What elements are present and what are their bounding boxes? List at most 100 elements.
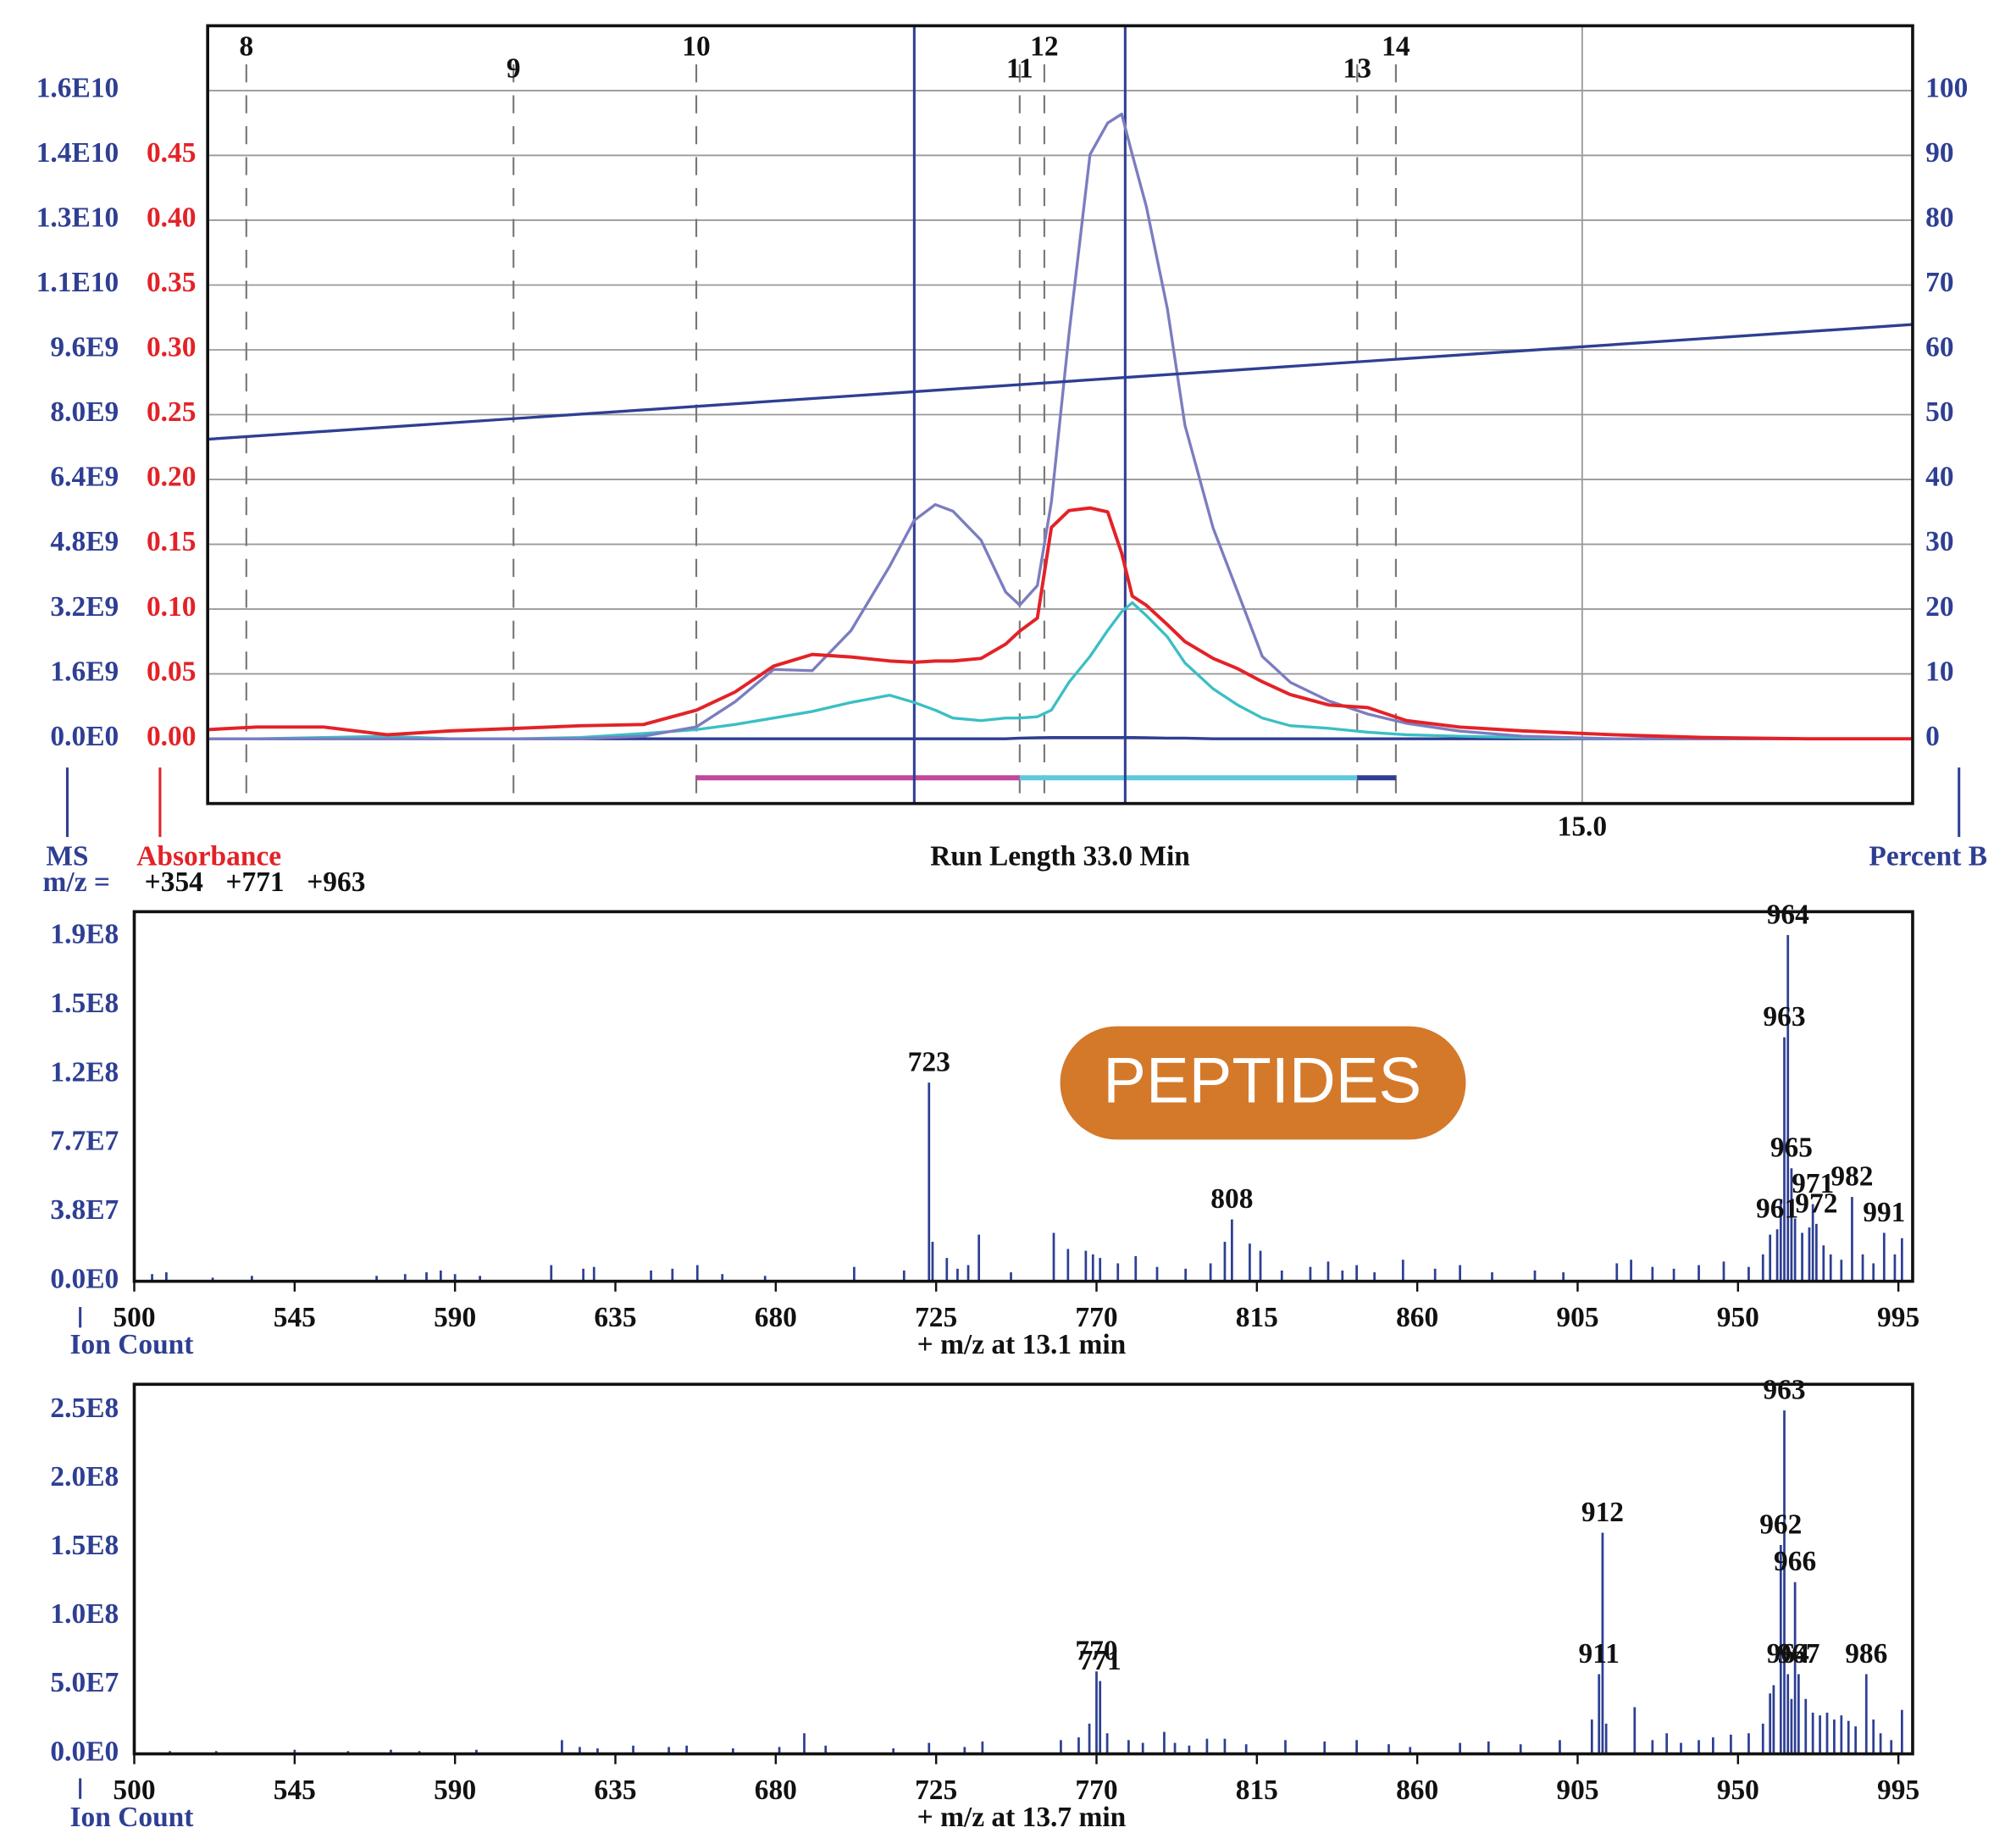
y3-tick-label: 80 bbox=[1925, 202, 1953, 234]
x-tick-label: 950 bbox=[1717, 1302, 1759, 1333]
x-tick-label: 635 bbox=[594, 1775, 636, 1806]
peak-label: 723 bbox=[908, 1047, 950, 1078]
peak-label: 972 bbox=[1795, 1188, 1837, 1219]
y3-tick-label: 100 bbox=[1925, 73, 1968, 104]
legend-entry: +963 bbox=[307, 867, 365, 898]
y-tick-label: 6.4E9 bbox=[50, 462, 119, 493]
badge-text: PEPTIDES bbox=[1103, 1045, 1421, 1117]
y-tick-label: 1.4E10 bbox=[36, 137, 119, 169]
peak-label: 912 bbox=[1581, 1497, 1624, 1528]
peak-label: 963 bbox=[1763, 1001, 1805, 1033]
fraction-label: 13 bbox=[1343, 53, 1371, 84]
y-tick-label: 2.0E8 bbox=[50, 1461, 119, 1492]
peak-label: 911 bbox=[1579, 1638, 1620, 1670]
y2-tick-label: 0.05 bbox=[147, 656, 197, 687]
y2-tick-label: 0.45 bbox=[147, 137, 197, 169]
y2-tick-label: 0.15 bbox=[147, 526, 197, 557]
plot-frame bbox=[132, 910, 1914, 1283]
peak-label: 986 bbox=[1845, 1638, 1887, 1670]
x-tick-label: 995 bbox=[1877, 1302, 1919, 1333]
x-tick-label: 500 bbox=[113, 1775, 155, 1806]
x-tick-label: 860 bbox=[1396, 1775, 1438, 1806]
y-tick-label: 3.2E9 bbox=[50, 591, 119, 623]
x-tick-label: 590 bbox=[434, 1775, 476, 1806]
y-tick-label: 8.0E9 bbox=[50, 396, 119, 428]
peak-label: 991 bbox=[1863, 1197, 1905, 1228]
y2-axis-label: Absorbance bbox=[136, 841, 281, 872]
peak-label: 967 bbox=[1777, 1638, 1819, 1670]
peak-label: 966 bbox=[1774, 1546, 1816, 1577]
x-tick-label: 725 bbox=[915, 1302, 957, 1333]
y3-tick-label: 50 bbox=[1925, 396, 1953, 428]
peak-label: 964 bbox=[1767, 899, 1809, 930]
y2-tick-label: 0.20 bbox=[147, 462, 197, 493]
peak-label: 962 bbox=[1759, 1509, 1802, 1540]
y-axis-label: Ion Count bbox=[70, 1329, 194, 1360]
peak-label: 963 bbox=[1763, 1374, 1805, 1405]
y-tick-label: 4.8E9 bbox=[50, 526, 119, 557]
peak-label: 961 bbox=[1756, 1193, 1798, 1225]
fraction-label: 8 bbox=[239, 30, 253, 62]
y-tick-label: 2.5E8 bbox=[50, 1393, 119, 1424]
x-tick-label: 15.0 bbox=[1558, 811, 1608, 843]
x-tick-label: 950 bbox=[1717, 1775, 1759, 1806]
plot-frame bbox=[132, 1382, 1914, 1756]
y-axis-label: Ion Count bbox=[70, 1802, 194, 1833]
x-axis-label: + m/z at 13.7 min bbox=[917, 1802, 1127, 1833]
x-tick-label: 680 bbox=[755, 1302, 797, 1333]
y-tick-label: 1.6E9 bbox=[50, 656, 119, 687]
x-tick-label: 815 bbox=[1236, 1775, 1278, 1806]
y-tick-label: 1.5E8 bbox=[50, 1530, 119, 1561]
x-tick-label: 860 bbox=[1396, 1302, 1438, 1333]
legend-entry: +771 bbox=[225, 867, 284, 898]
peak-label: 808 bbox=[1210, 1183, 1253, 1215]
y3-tick-label: 40 bbox=[1925, 462, 1953, 493]
y3-tick-label: 30 bbox=[1925, 526, 1953, 557]
plot-frame bbox=[206, 24, 1914, 806]
y2-tick-label: 0.40 bbox=[147, 202, 197, 234]
y-tick-label: 7.7E7 bbox=[50, 1126, 119, 1157]
x-tick-label: 905 bbox=[1556, 1302, 1598, 1333]
fraction-label: 11 bbox=[1006, 53, 1033, 84]
y2-tick-label: 0.00 bbox=[147, 721, 197, 752]
x-tick-label: 770 bbox=[1075, 1302, 1117, 1333]
y-tick-label: 1.3E10 bbox=[36, 202, 119, 234]
x-axis-label: + m/z at 13.1 min bbox=[917, 1329, 1127, 1360]
y2-tick-label: 0.25 bbox=[147, 396, 197, 428]
x-tick-label: 995 bbox=[1877, 1775, 1919, 1806]
fraction-label: 14 bbox=[1382, 30, 1410, 62]
y-tick-label: 3.8E7 bbox=[50, 1194, 119, 1226]
y-tick-label: 5.0E7 bbox=[50, 1667, 119, 1698]
y-tick-label: 1.2E8 bbox=[50, 1056, 119, 1088]
y3-tick-label: 20 bbox=[1925, 591, 1953, 623]
series-line bbox=[208, 113, 1913, 740]
y2-tick-label: 0.30 bbox=[147, 332, 197, 363]
y-tick-label: 9.6E9 bbox=[50, 332, 119, 363]
peak-label: 971 bbox=[1792, 1168, 1834, 1199]
y-tick-label: 1.0E8 bbox=[50, 1598, 119, 1630]
x-tick-label: 545 bbox=[274, 1302, 316, 1333]
y-tick-label: 1.5E8 bbox=[50, 988, 119, 1019]
y-tick-label: 1.1E10 bbox=[36, 267, 119, 298]
badge: PEPTIDES bbox=[1060, 1026, 1466, 1140]
y3-tick-label: 70 bbox=[1925, 267, 1953, 298]
peak-label: 964 bbox=[1767, 1638, 1809, 1670]
x-tick-label: 815 bbox=[1236, 1302, 1278, 1333]
y3-tick-label: 60 bbox=[1925, 332, 1953, 363]
peak-label: 770 bbox=[1075, 1636, 1117, 1667]
peak-label: 771 bbox=[1079, 1645, 1122, 1676]
x-tick-label: 545 bbox=[274, 1775, 316, 1806]
fraction-label: 9 bbox=[507, 53, 521, 84]
peak-label: 982 bbox=[1830, 1160, 1873, 1192]
fraction-label: 12 bbox=[1030, 30, 1058, 62]
x-tick-label: 770 bbox=[1075, 1775, 1117, 1806]
y-axis-label: MS bbox=[46, 841, 88, 872]
x-axis-label: Run Length 33.0 Min bbox=[930, 841, 1190, 872]
y-tick-label: 0.0E0 bbox=[50, 721, 119, 752]
y3-tick-label: 90 bbox=[1925, 137, 1953, 169]
x-tick-label: 635 bbox=[594, 1302, 636, 1333]
y3-tick-label: 10 bbox=[1925, 656, 1953, 687]
series-line bbox=[208, 735, 1913, 740]
